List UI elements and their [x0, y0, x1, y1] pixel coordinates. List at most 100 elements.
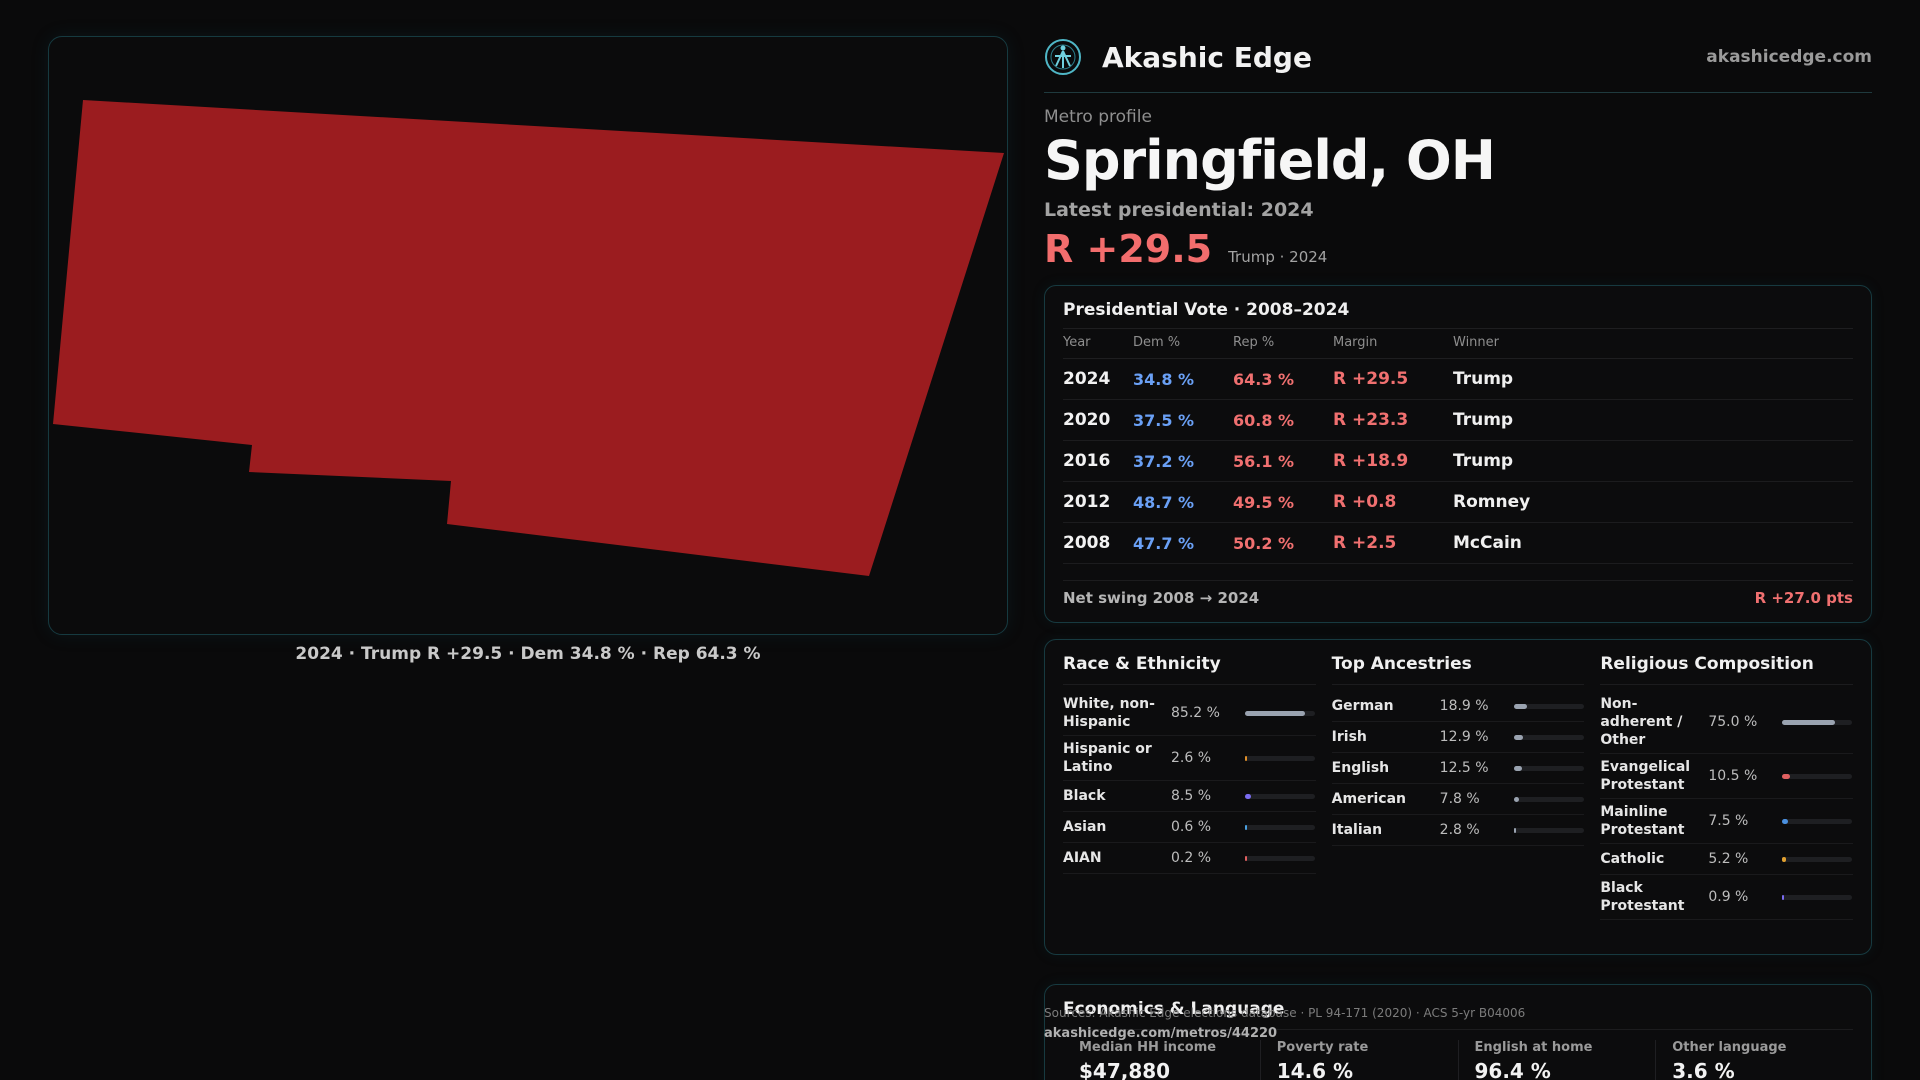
list-item[interactable]: Catholic 5.2 %: [1600, 844, 1854, 875]
percent-bar: [1245, 824, 1315, 830]
list-item-value: 7.5 %: [1708, 813, 1749, 829]
percent-bar-fill: [1513, 796, 1520, 802]
col-year: Year: [1063, 328, 1133, 359]
cell-dem: 48.7 %: [1133, 481, 1233, 523]
religion-section: Religious Composition Non-adherent / Oth…: [1600, 654, 1854, 940]
economics-language-card: Economics & Language Median HH income $4…: [1044, 984, 1872, 1080]
col-winner: Winner: [1453, 328, 1853, 359]
cell-dem: 34.8 %: [1133, 358, 1233, 400]
list-item-label: German: [1331, 698, 1394, 714]
econ-label: Other language: [1672, 1040, 1787, 1055]
list-item[interactable]: German 18.9 %: [1331, 691, 1585, 722]
list-item[interactable]: Italian 2.8 %: [1331, 815, 1585, 846]
percent-bar: [1245, 755, 1315, 761]
profile-eyebrow: Metro profile: [1044, 107, 1152, 127]
cell-rep: 64.3 %: [1233, 358, 1333, 400]
list-item-label: English: [1331, 760, 1390, 776]
county-shape[interactable]: [53, 100, 1004, 576]
percent-bar: [1513, 765, 1584, 771]
list-item[interactable]: Asian 0.6 %: [1063, 812, 1316, 843]
cell-dem: 47.7 %: [1133, 522, 1233, 564]
econ-value: $47,880: [1079, 1059, 1171, 1080]
site-header: Akashic Edge akashicedge.com: [1044, 36, 1872, 93]
list-item-value: 2.6 %: [1171, 750, 1212, 766]
list-item[interactable]: Hispanic or Latino 2.6 %: [1063, 736, 1316, 781]
presidential-vote-table: Year Dem % Rep % Margin Winner 2024 34.8…: [1063, 328, 1853, 564]
list-item-label: Irish: [1331, 729, 1367, 745]
econ-value: 3.6 %: [1672, 1059, 1735, 1080]
list-item[interactable]: AIAN 0.2 %: [1063, 843, 1316, 874]
percent-bar: [1782, 773, 1853, 779]
percent-bar-fill: [1513, 765, 1523, 771]
religion-title: Religious Composition: [1600, 654, 1854, 685]
col-dem: Dem %: [1133, 328, 1233, 359]
col-margin: Margin: [1333, 328, 1453, 359]
cell-margin: R +29.5: [1333, 358, 1453, 400]
list-item[interactable]: Black Protestant 0.9 %: [1600, 875, 1854, 920]
ancestry-section: Top Ancestries German 18.9 % Irish 12.9 % En…: [1331, 654, 1585, 940]
county-map-panel[interactable]: [48, 36, 1008, 635]
percent-bar: [1782, 894, 1853, 900]
presidential-vote-title: Presidential Vote · 2008–2024: [1063, 300, 1350, 320]
list-item-value: 12.9 %: [1439, 729, 1489, 745]
site-url[interactable]: akashicedge.com: [1706, 47, 1872, 67]
compass-figure-icon[interactable]: [1044, 38, 1082, 76]
list-item-value: 75.0 %: [1708, 714, 1758, 730]
list-item-value: 12.5 %: [1439, 760, 1489, 776]
list-item-label: Hispanic or Latino: [1063, 741, 1152, 775]
latest-margin-value: R +29.5: [1044, 227, 1213, 271]
table-row[interactable]: 2024 34.8 % 64.3 % R +29.5 Trump: [1063, 358, 1853, 400]
percent-bar: [1245, 710, 1315, 716]
list-item-label: AIAN: [1063, 850, 1102, 866]
econ-value: 14.6 %: [1276, 1059, 1354, 1080]
list-item-value: 0.2 %: [1171, 850, 1212, 866]
list-item[interactable]: Non-adherent / Other 75.0 %: [1600, 691, 1854, 754]
list-item-label: White, non-Hispanic: [1063, 696, 1155, 730]
list-item-value: 7.8 %: [1439, 791, 1480, 807]
econ-cell-median-income: Median HH income $47,880: [1063, 1040, 1261, 1080]
race-ethnicity-title: Race & Ethnicity: [1063, 654, 1316, 685]
sources-note: Sources: Akashic Edge elections database…: [1044, 1006, 1526, 1020]
table-row[interactable]: 2016 37.2 % 56.1 % R +18.9 Trump: [1063, 440, 1853, 482]
list-item[interactable]: Evangelical Protestant 10.5 %: [1600, 754, 1854, 799]
econ-label: English at home: [1474, 1040, 1593, 1055]
econ-cell-english: English at home 96.4 %: [1459, 1040, 1657, 1080]
list-item-label: Black: [1063, 788, 1106, 804]
table-row[interactable]: 2020 37.5 % 60.8 % R +23.3 Trump: [1063, 399, 1853, 441]
list-item-label: Mainline Protestant: [1600, 804, 1685, 838]
cell-year: 2016: [1063, 440, 1133, 482]
percent-bar: [1782, 719, 1853, 725]
percent-bar-fill: [1513, 734, 1523, 740]
percent-bar-fill: [1782, 818, 1788, 824]
cell-dem: 37.2 %: [1133, 440, 1233, 482]
cell-margin: R +23.3: [1333, 399, 1453, 441]
county-map[interactable]: [49, 37, 1008, 635]
cell-winner: Romney: [1453, 481, 1853, 523]
list-item[interactable]: Irish 12.9 %: [1331, 722, 1585, 753]
econ-label: Median HH income: [1079, 1040, 1217, 1055]
percent-bar: [1513, 734, 1584, 740]
cell-year: 2008: [1063, 522, 1133, 564]
list-item-value: 18.9 %: [1439, 698, 1489, 714]
economics-grid: Median HH income $47,880 Poverty rate 14…: [1063, 1040, 1853, 1080]
permalink[interactable]: akashicedge.com/metros/44220: [1044, 1026, 1278, 1041]
latest-margin: R +29.5 Trump · 2024: [1044, 227, 1872, 271]
percent-bar-fill: [1782, 719, 1835, 725]
percent-bar-fill: [1245, 793, 1251, 799]
list-item-label: Asian: [1063, 819, 1107, 835]
table-row[interactable]: 2012 48.7 % 49.5 % R +0.8 Romney: [1063, 481, 1853, 523]
table-row[interactable]: 2008 47.7 % 50.2 % R +2.5 McCain: [1063, 522, 1853, 564]
brand-name[interactable]: Akashic Edge: [1102, 40, 1312, 74]
list-item-label: Italian: [1331, 822, 1383, 838]
percent-bar-fill: [1513, 703, 1527, 709]
list-item[interactable]: English 12.5 %: [1331, 753, 1585, 784]
list-item[interactable]: American 7.8 %: [1331, 784, 1585, 815]
list-item[interactable]: White, non-Hispanic 85.2 %: [1063, 691, 1316, 736]
list-item-value: 8.5 %: [1171, 788, 1212, 804]
ancestry-title: Top Ancestries: [1331, 654, 1585, 685]
cell-margin: R +0.8: [1333, 481, 1453, 523]
list-item[interactable]: Mainline Protestant 7.5 %: [1600, 799, 1854, 844]
econ-label: Poverty rate: [1276, 1040, 1369, 1055]
list-item[interactable]: Black 8.5 %: [1063, 781, 1316, 812]
net-swing-value: R +27.0 pts: [1754, 589, 1853, 607]
